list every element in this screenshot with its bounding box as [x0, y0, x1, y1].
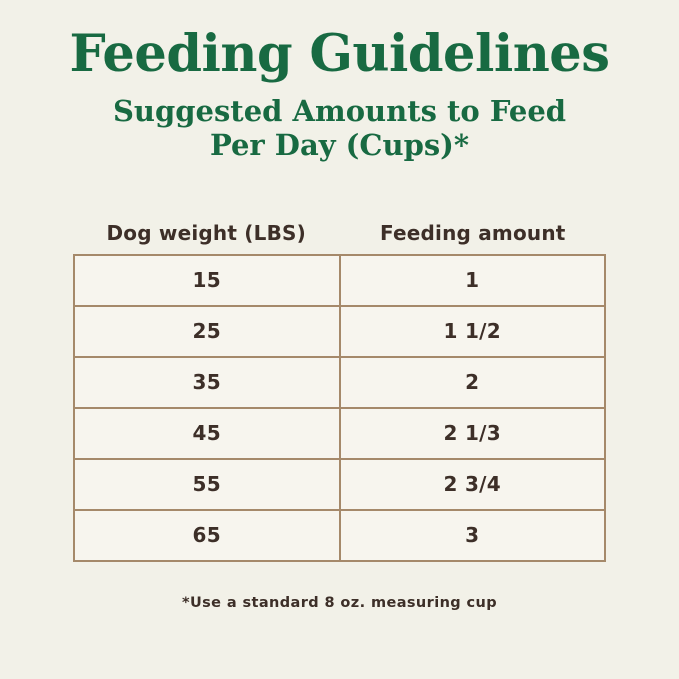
page-subtitle: Suggested Amounts to Feed Per Day (Cups)… — [0, 94, 679, 162]
table-row: 45 2 1/3 — [73, 406, 606, 460]
table-row: 35 2 — [73, 355, 606, 409]
dog-weight-cell: 35 — [73, 355, 341, 409]
table-column-headers: Dog weight (LBS) Feeding amount — [73, 221, 606, 245]
dog-weight-cell: 45 — [73, 406, 341, 460]
measuring-cup-footnote: *Use a standard 8 oz. measuring cup — [181, 594, 498, 611]
feeding-amount-cell: 1 1/2 — [338, 304, 606, 358]
feeding-amount-cell: 2 1/3 — [338, 406, 606, 460]
table-row: 55 2 3/4 — [73, 457, 606, 511]
column-header-dog-weight: Dog weight (LBS) — [106, 220, 306, 245]
subtitle-line-2: Per Day (Cups)* — [209, 128, 470, 163]
feeding-table: 15 1 25 1 1/2 35 2 45 2 1/3 55 2 3/4 65 3 — [73, 253, 606, 562]
feeding-amount-cell: 2 — [338, 355, 606, 409]
feeding-amount-cell: 3 — [338, 508, 606, 562]
feeding-amount-cell: 1 — [338, 253, 606, 307]
subtitle-line-1: Suggested Amounts to Feed — [112, 94, 567, 129]
feeding-table-body: 15 1 25 1 1/2 35 2 45 2 1/3 55 2 3/4 65 3 — [73, 253, 606, 562]
dog-weight-cell: 15 — [73, 253, 341, 307]
column-header-feeding-amount: Feeding amount — [379, 220, 566, 245]
table-row: 15 1 — [73, 253, 606, 307]
dog-weight-cell: 25 — [73, 304, 341, 358]
table-row: 25 1 1/2 — [73, 304, 606, 358]
table-row: 65 3 — [73, 508, 606, 562]
dog-weight-cell: 65 — [73, 508, 341, 562]
page-title: Feeding Guidelines — [69, 24, 610, 84]
dog-weight-cell: 55 — [73, 457, 341, 511]
feeding-amount-cell: 2 3/4 — [338, 457, 606, 511]
feeding-table-area: Dog weight (LBS) Feeding amount 15 1 25 1 1… — [73, 221, 606, 562]
